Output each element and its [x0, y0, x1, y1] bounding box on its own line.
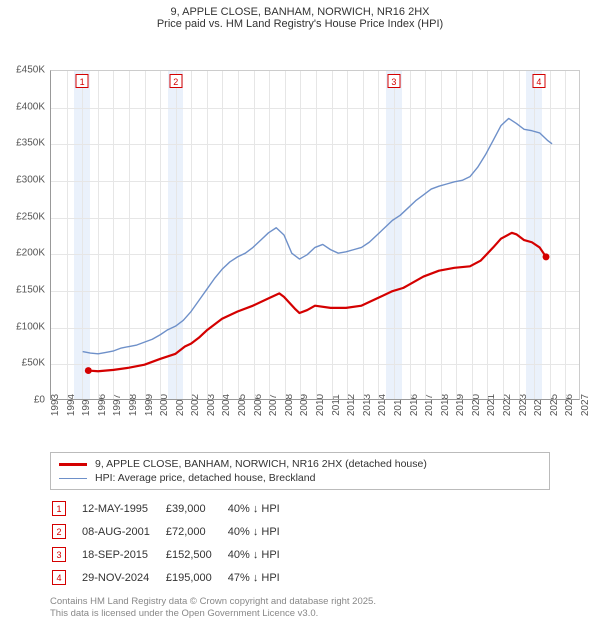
series-paid-dot: [85, 367, 92, 374]
title-line2: Price paid vs. HM Land Registry's House …: [0, 18, 600, 30]
chart-title: 9, APPLE CLOSE, BANHAM, NORWICH, NR16 2H…: [0, 0, 600, 30]
sale-index-box: 4: [52, 570, 66, 585]
sale-index-box: 2: [52, 524, 66, 539]
table-row: 4 29-NOV-2024£195,00047% ↓ HPI: [52, 567, 294, 588]
table-row: 1 12-MAY-1995£39,00040% ↓ HPI: [52, 498, 294, 519]
sale-price: £39,000: [166, 498, 226, 519]
sale-delta: 40% ↓ HPI: [228, 544, 294, 565]
sale-date: 29-NOV-2024: [82, 567, 164, 588]
legend-swatch: [59, 478, 87, 479]
chart: £0 £50K £100K £150K £200K £250K £300K £350K £400…: [0, 30, 600, 450]
attribution: Contains HM Land Registry data © Crown c…: [50, 596, 550, 621]
title-line1: 9, APPLE CLOSE, BANHAM, NORWICH, NR16 2H…: [0, 6, 600, 18]
legend-label: 9, APPLE CLOSE, BANHAM, NORWICH, NR16 2H…: [95, 458, 427, 470]
sale-index-box: 1: [52, 501, 66, 516]
y-tick-label: £250K: [0, 211, 45, 222]
plot-area: 1 2 3 4: [50, 70, 580, 400]
sale-delta: 40% ↓ HPI: [228, 521, 294, 542]
y-tick-label: £450K: [0, 65, 45, 76]
legend: 9, APPLE CLOSE, BANHAM, NORWICH, NR16 2H…: [50, 452, 550, 490]
sale-price: £72,000: [166, 521, 226, 542]
attribution-line2: This data is licensed under the Open Gov…: [50, 608, 550, 620]
series-paid-dot: [543, 253, 550, 260]
y-tick-label: £100K: [0, 321, 45, 332]
y-tick-label: £200K: [0, 248, 45, 259]
legend-item: HPI: Average price, detached house, Brec…: [59, 471, 541, 485]
sale-marker-3: 3: [387, 74, 400, 88]
y-tick-label: £0: [0, 395, 45, 406]
attribution-line1: Contains HM Land Registry data © Crown c…: [50, 596, 550, 608]
sale-marker-4: 4: [532, 74, 545, 88]
sales-table: 112-MAY-1995£39,00040% ↓ HPI208-AUG-2001…: [50, 496, 296, 590]
y-tick-label: £400K: [0, 101, 45, 112]
y-tick-label: £50K: [0, 358, 45, 369]
line-series: [51, 71, 579, 399]
legend-item: 9, APPLE CLOSE, BANHAM, NORWICH, NR16 2H…: [59, 457, 541, 471]
table-row: 3 18-SEP-2015£152,50040% ↓ HPI: [52, 544, 294, 565]
sale-price: £152,500: [166, 544, 226, 565]
sale-index-box: 3: [52, 547, 66, 562]
sale-date: 08-AUG-2001: [82, 521, 164, 542]
y-tick-label: £350K: [0, 138, 45, 149]
y-tick-label: £150K: [0, 285, 45, 296]
sale-marker-1: 1: [76, 74, 89, 88]
series-paid: [88, 233, 546, 371]
y-tick-label: £300K: [0, 175, 45, 186]
legend-label: HPI: Average price, detached house, Brec…: [95, 472, 315, 484]
sale-price: £195,000: [166, 567, 226, 588]
sale-marker-2: 2: [169, 74, 182, 88]
sale-date: 12-MAY-1995: [82, 498, 164, 519]
sale-delta: 40% ↓ HPI: [228, 498, 294, 519]
x-tick-label: 2027: [580, 394, 591, 416]
series-hpi: [83, 118, 552, 353]
sale-delta: 47% ↓ HPI: [228, 567, 294, 588]
legend-swatch: [59, 463, 87, 466]
sale-date: 18-SEP-2015: [82, 544, 164, 565]
table-row: 2 08-AUG-2001£72,00040% ↓ HPI: [52, 521, 294, 542]
